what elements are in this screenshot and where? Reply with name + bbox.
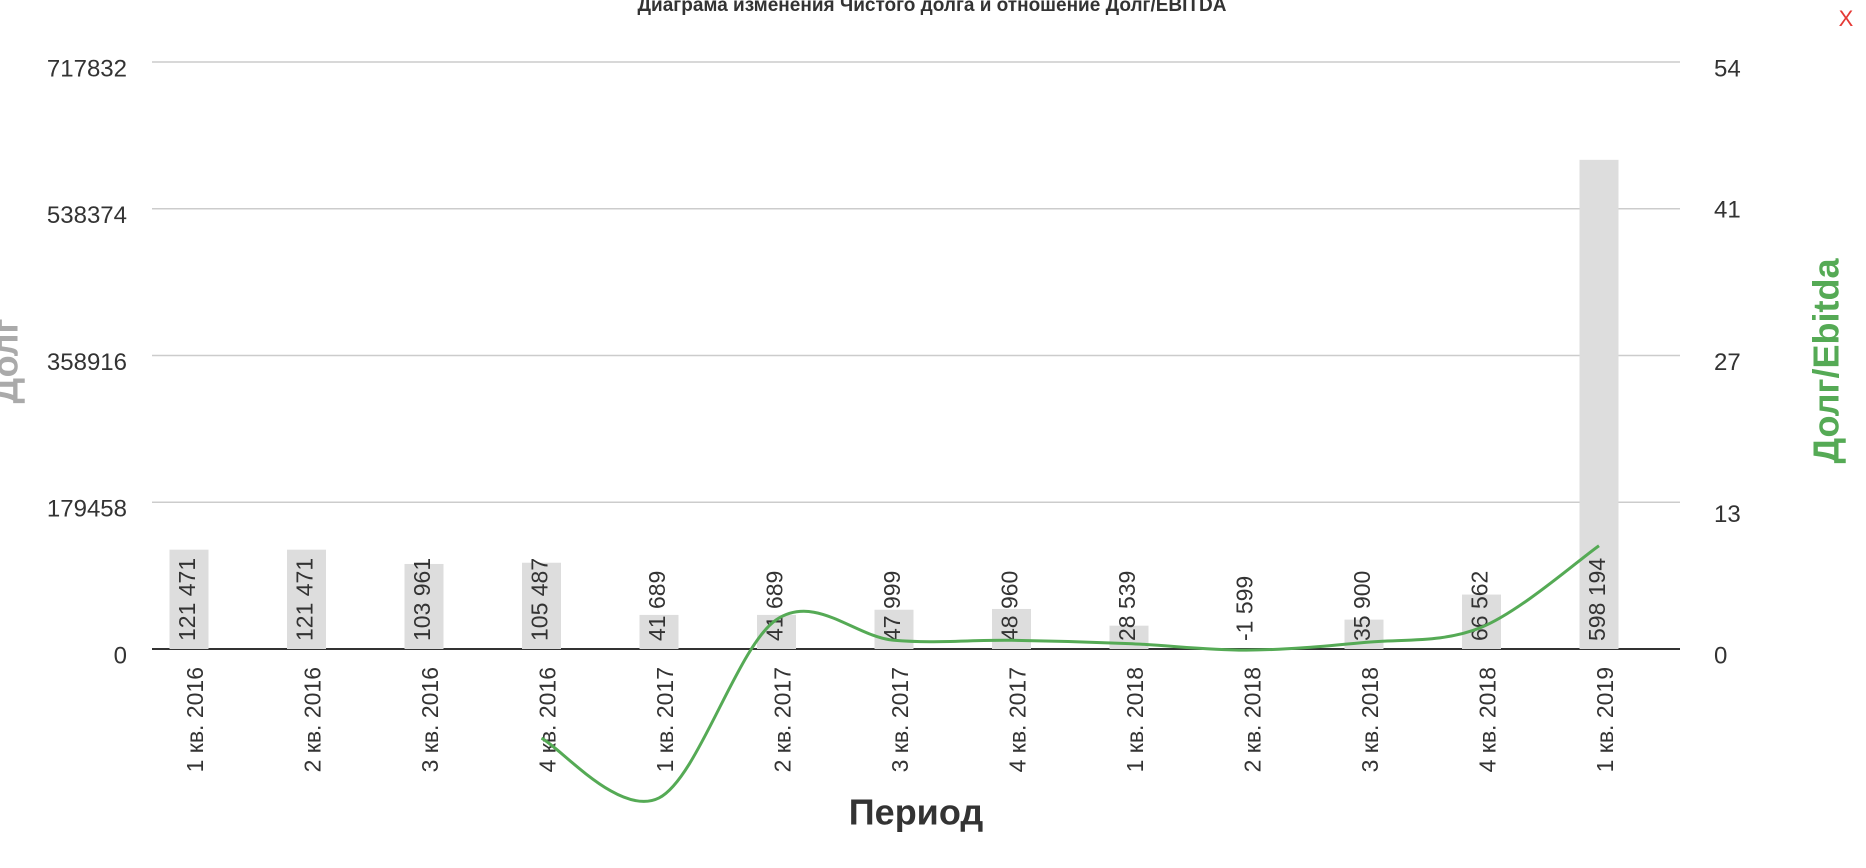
bar-label: 598 194: [1584, 558, 1610, 641]
x-tick-label: 1 кв. 2016: [182, 667, 208, 772]
y-tick-label: 358916: [47, 349, 127, 376]
bar: [522, 562, 561, 649]
bar: [992, 608, 1031, 649]
bar-label: 105 487: [527, 558, 553, 641]
y2-axis-title: Долг/Ebitda: [1806, 258, 1847, 464]
bar-label: 121 471: [292, 558, 318, 641]
close-button[interactable]: X: [1839, 6, 1854, 31]
y-axis-title: Долг: [0, 318, 26, 403]
line: [540, 544, 1600, 803]
bar-label: 48 960: [997, 571, 1023, 641]
x-tick-label: 3 кв. 2018: [1357, 667, 1383, 772]
x-tick-label: 4 кв. 2018: [1475, 667, 1501, 772]
x-tick-label: 2 кв. 2016: [300, 667, 326, 772]
y-tick-label: 717832: [47, 55, 127, 82]
y2-tick-label: 0: [1714, 642, 1727, 669]
bar-label: 47 999: [879, 571, 905, 641]
x-tick-label: 4 кв. 2017: [1005, 667, 1031, 772]
bar: [404, 563, 444, 649]
chart-title: Диаграма изменения Чистого долга и отнош…: [638, 0, 1227, 16]
y2-tick-label: 13: [1714, 501, 1741, 528]
bar-label: -1 599: [1232, 576, 1258, 641]
bar-label: 35 900: [1349, 571, 1375, 641]
y2-tick-label: 41: [1714, 197, 1741, 224]
bar-label: 28 539: [1114, 571, 1140, 641]
x-tick-label: 2 кв. 2017: [770, 667, 796, 772]
bar-label: 41 689: [644, 571, 670, 641]
x-tick-label: 4 кв. 2016: [535, 667, 561, 772]
bar-label: 121 471: [174, 558, 200, 641]
bar: [639, 614, 679, 649]
x-axis-title: Период: [849, 792, 984, 833]
y2-tick-label: 54: [1714, 55, 1741, 82]
y-tick-label: 179458: [47, 496, 127, 523]
x-tick-label: 1 кв. 2019: [1592, 667, 1618, 772]
x-tick-label: 3 кв. 2017: [887, 667, 913, 772]
x-tick-label: 3 кв. 2016: [417, 667, 443, 772]
x-tick-label: 1 кв. 2017: [652, 667, 678, 772]
y-tick-label: 0: [114, 642, 127, 669]
y-tick-label: 538374: [47, 202, 127, 229]
bar: [1579, 159, 1619, 649]
bar: [169, 549, 209, 649]
bar: [287, 549, 326, 649]
x-tick-label: 1 кв. 2018: [1122, 667, 1148, 772]
y2-tick-label: 27: [1714, 349, 1741, 376]
x-tick-label: 2 кв. 2018: [1240, 667, 1266, 772]
bar-label: 103 961: [409, 558, 435, 641]
